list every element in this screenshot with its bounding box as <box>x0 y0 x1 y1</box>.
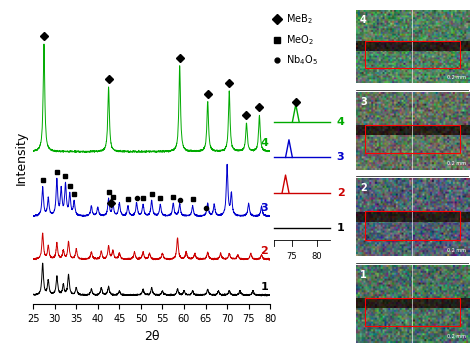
Text: 1: 1 <box>337 223 345 233</box>
Text: 0.2 mm: 0.2 mm <box>447 334 466 339</box>
Text: Nb$_4$O$_5$: Nb$_4$O$_5$ <box>285 54 317 67</box>
Bar <box>365 41 460 68</box>
Text: 2: 2 <box>337 188 345 198</box>
Text: 80: 80 <box>312 252 322 261</box>
X-axis label: 2θ: 2θ <box>144 330 159 343</box>
Text: 0.2 mm: 0.2 mm <box>447 161 466 166</box>
Text: 2: 2 <box>260 246 268 256</box>
Text: 0.2 mm: 0.2 mm <box>447 75 466 80</box>
Bar <box>365 211 460 240</box>
Text: 1: 1 <box>260 282 268 292</box>
Text: MeO$_2$: MeO$_2$ <box>285 33 313 47</box>
Text: 3: 3 <box>360 97 367 107</box>
Text: 4: 4 <box>360 15 367 25</box>
Bar <box>365 125 460 153</box>
Text: 4: 4 <box>260 138 268 148</box>
Bar <box>365 298 460 326</box>
Text: 0.2 mm: 0.2 mm <box>447 248 466 253</box>
Text: 2: 2 <box>360 183 367 193</box>
Text: 4: 4 <box>337 117 345 127</box>
Text: 3: 3 <box>260 203 268 213</box>
Y-axis label: Intensity: Intensity <box>15 130 27 184</box>
Text: 3: 3 <box>337 153 344 162</box>
Text: 75: 75 <box>286 252 297 261</box>
Text: MeB$_2$: MeB$_2$ <box>285 12 312 26</box>
Text: 1: 1 <box>360 270 367 280</box>
